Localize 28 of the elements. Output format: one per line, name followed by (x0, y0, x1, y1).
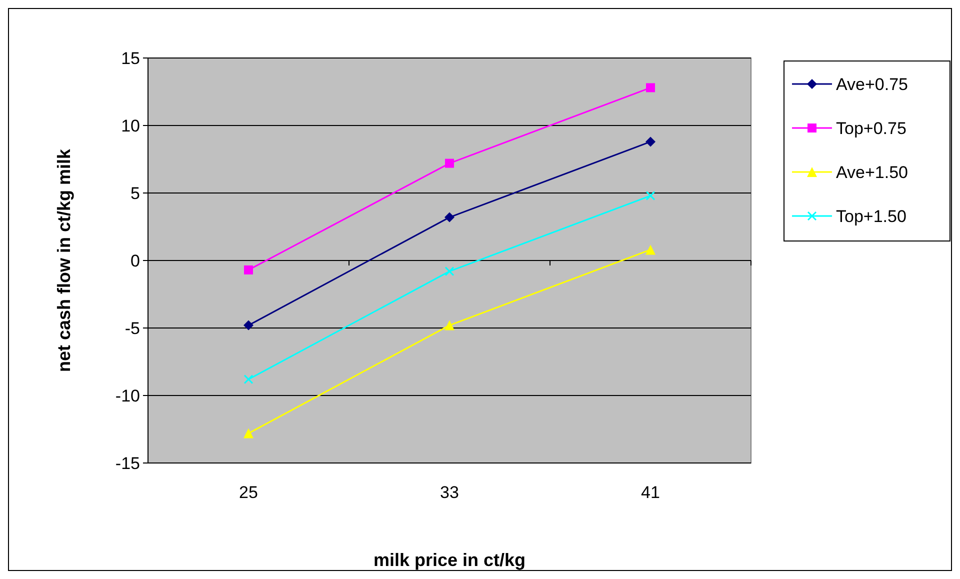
x-axis-title: milk price in ct/kg (373, 550, 526, 570)
point (445, 158, 454, 168)
y-tick-label: 0 (130, 251, 140, 270)
point (244, 320, 254, 330)
point (646, 190, 656, 200)
point (244, 428, 254, 438)
x-tick-label: 41 (641, 483, 660, 502)
point (244, 265, 253, 274)
x-tick-label: 25 (239, 483, 258, 502)
legend-label: Ave+1.50 (836, 162, 908, 182)
y-tick-label: 10 (121, 116, 140, 136)
legend-label: Top+1.50 (836, 206, 906, 226)
y-tick-label: -15 (115, 454, 140, 473)
y-tick-label: -10 (115, 386, 140, 406)
point (646, 136, 656, 147)
point (646, 244, 656, 255)
y-axis-title: net cash flow in ct/kg milk (54, 148, 74, 372)
legend-label: Ave+0.75 (836, 74, 908, 94)
y-tick-label: -5 (124, 318, 140, 338)
x-tick-label: 33 (440, 483, 459, 502)
point (646, 83, 655, 92)
point (444, 266, 454, 276)
point (444, 212, 454, 222)
legend-label: Top+0.75 (836, 118, 906, 138)
y-tick-label: 15 (121, 48, 140, 68)
y-tick-label: 5 (130, 184, 140, 203)
point (444, 320, 454, 330)
point (244, 374, 254, 384)
